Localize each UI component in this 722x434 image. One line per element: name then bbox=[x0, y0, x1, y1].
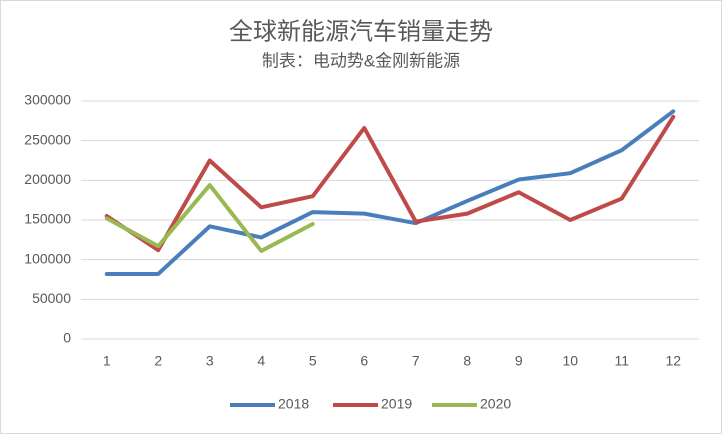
x-tick-label: 2 bbox=[154, 353, 162, 369]
y-tick-label: 200000 bbox=[24, 171, 71, 187]
y-tick-label: 0 bbox=[63, 330, 71, 346]
x-tick-label: 9 bbox=[515, 353, 523, 369]
x-tick-label: 7 bbox=[412, 353, 420, 369]
x-tick-label: 5 bbox=[309, 353, 317, 369]
x-tick-label: 4 bbox=[257, 353, 265, 369]
y-tick-label: 300000 bbox=[24, 92, 71, 108]
chart-title: 全球新能源汽车销量走势 bbox=[229, 18, 493, 45]
series-line bbox=[104, 109, 676, 276]
x-tick-label: 3 bbox=[206, 353, 214, 369]
x-tick-label: 10 bbox=[562, 353, 578, 369]
series-line bbox=[104, 183, 315, 253]
legend-label: 2020 bbox=[480, 396, 511, 412]
y-tick-label: 250000 bbox=[24, 131, 71, 147]
x-tick-label: 11 bbox=[614, 353, 629, 369]
chart-subtitle: 制表：电动势&金刚新能源 bbox=[262, 51, 460, 70]
legend-label: 2019 bbox=[381, 396, 412, 412]
x-tick-label: 6 bbox=[360, 353, 368, 369]
x-tick-label: 1 bbox=[103, 353, 111, 369]
legend-label: 2018 bbox=[278, 396, 309, 412]
y-tick-label: 100000 bbox=[24, 250, 71, 266]
series-line bbox=[104, 114, 676, 253]
y-tick-label: 50000 bbox=[32, 290, 71, 306]
x-tick-label: 12 bbox=[665, 353, 681, 369]
y-tick-label: 150000 bbox=[24, 211, 71, 227]
x-tick-label: 8 bbox=[463, 353, 471, 369]
